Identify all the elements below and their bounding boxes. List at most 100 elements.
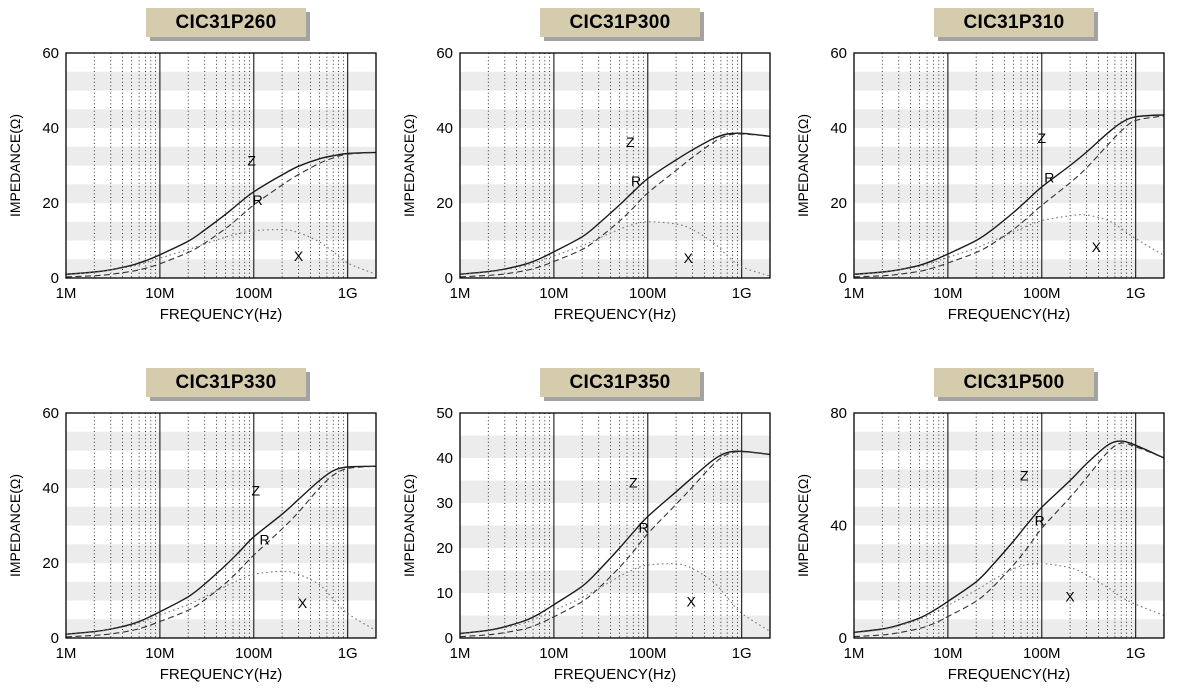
x-tick-label: 10M [933, 645, 962, 662]
plot-band [854, 619, 1164, 639]
series-label-x: X [684, 250, 694, 266]
x-tick-label: 10M [145, 285, 174, 302]
x-tick-label: 10M [539, 645, 568, 662]
y-axis-title: IMPEDANCE(Ω) [7, 114, 23, 217]
plot-band [66, 109, 376, 129]
curve-r [459, 451, 771, 638]
plot-band [66, 544, 376, 564]
impedance-chart-cic31p500: Z R X 0 40 80 1M 10M 100M 1G FREQUENCY(Hz) IMPEDANC… [795, 405, 1165, 683]
curve-r [853, 442, 1165, 638]
series-label-r: R [1035, 513, 1045, 529]
series-label-z: Z [1038, 130, 1047, 146]
x-tick-label: 1G [732, 645, 752, 662]
curve-x [853, 562, 1165, 634]
series-label-r: R [259, 531, 269, 547]
major-gridlines [947, 53, 1137, 278]
plot-band [854, 259, 1164, 279]
chart-cell-cic31p300: CIC31P300 Z R X 0 20 40 60 1M 10M 100M 1G FREQUENCY… [394, 8, 788, 328]
y-tick-label: 0 [51, 630, 59, 647]
curve-z [853, 114, 1165, 275]
plot-band [66, 146, 376, 166]
y-tick-label: 20 [830, 195, 847, 212]
impedance-chart-cic31p300: Z R X 0 20 40 60 1M 10M 100M 1G FREQUENCY(Hz) IMPEDA… [401, 45, 771, 323]
minor-gridlines [93, 53, 344, 278]
chart-title-row: CIC31P260 [0, 8, 394, 37]
series-label-x: X [1065, 588, 1075, 604]
chart-title: CIC31P300 [539, 8, 701, 37]
y-tick-label: 20 [436, 195, 453, 212]
series-label-z: Z [252, 483, 261, 499]
plot-band [854, 184, 1164, 204]
plot-band [66, 71, 376, 91]
x-tick-label: 10M [145, 645, 174, 662]
y-tick-label: 40 [436, 450, 453, 467]
minor-gridlines [487, 53, 738, 278]
series-label-x: X [1092, 239, 1102, 255]
y-tick-label: 60 [42, 405, 59, 422]
x-tick-label: 100M [629, 645, 667, 662]
plot-band [854, 109, 1164, 129]
x-tick-label: 100M [1023, 285, 1061, 302]
plot-band [66, 581, 376, 601]
plot-band [460, 615, 770, 638]
y-tick-label: 20 [42, 195, 59, 212]
plot-band [460, 109, 770, 129]
y-axis-title: IMPEDANCE(Ω) [401, 114, 417, 217]
plot-border [459, 412, 771, 639]
y-tick-label: 0 [839, 270, 847, 287]
x-axis-title: FREQUENCY(Hz) [948, 666, 1071, 683]
y-tick-label: 40 [436, 120, 453, 137]
plot-band [66, 259, 376, 279]
curve-z [65, 151, 377, 275]
minor-gridlines [881, 413, 1132, 638]
chart-cell-cic31p350: CIC31P350 Z R X 0 10 20 30 40 50 1M 10M 100M 1G FREQU… [394, 368, 788, 688]
curve-x [853, 214, 1165, 276]
series-label-r: R [631, 173, 641, 189]
series-label-x: X [294, 248, 304, 264]
x-axis-title: FREQUENCY(Hz) [554, 306, 677, 323]
y-tick-label: 0 [445, 630, 453, 647]
plot-band [854, 581, 1164, 601]
y-tick-label: 40 [830, 518, 847, 535]
plot-band [66, 506, 376, 526]
series-label-z: Z [1020, 468, 1029, 484]
chart-cell-cic31p260: CIC31P260 Z R X 0 20 40 60 1M 10M 100M 1G FREQUENCY… [0, 8, 394, 328]
plot-band [460, 525, 770, 548]
chart-title: CIC31P330 [145, 368, 307, 397]
x-tick-label: 100M [1023, 645, 1061, 662]
series-label-r: R [1044, 169, 1054, 185]
chart-title: CIC31P350 [539, 368, 701, 397]
plot-band [460, 146, 770, 166]
series-label-x: X [298, 595, 308, 611]
plot-band [854, 469, 1164, 489]
x-tick-label: 1M [450, 285, 471, 302]
chart-title-row: CIC31P500 [788, 368, 1182, 397]
curve-x [459, 563, 771, 635]
y-tick-label: 0 [51, 270, 59, 287]
x-tick-label: 1M [56, 285, 77, 302]
impedance-chart-cic31p330: Z R X 0 20 40 60 1M 10M 100M 1G FREQUENCY(Hz) IMPEDA… [7, 405, 377, 683]
plot-border [853, 412, 1165, 639]
curve-r [65, 465, 377, 638]
major-gridlines [553, 53, 743, 278]
plot-band [66, 184, 376, 204]
plot-band [854, 544, 1164, 564]
x-tick-label: 1M [450, 645, 471, 662]
series-label-z: Z [629, 474, 638, 490]
y-axis-title: IMPEDANCE(Ω) [7, 474, 23, 577]
y-axis-title: IMPEDANCE(Ω) [795, 474, 811, 577]
chart-title: CIC31P260 [145, 8, 307, 37]
chart-title-row: CIC31P300 [394, 8, 788, 37]
y-tick-label: 60 [830, 45, 847, 62]
plot-band [460, 435, 770, 458]
curve-x [65, 228, 377, 276]
chart-cell-cic31p330: CIC31P330 Z R X 0 20 40 60 1M 10M 100M 1G FREQUENCY… [0, 368, 394, 688]
x-tick-label: 100M [629, 285, 667, 302]
x-tick-label: 1M [844, 645, 865, 662]
x-tick-label: 1G [732, 285, 752, 302]
x-axis-title: FREQUENCY(Hz) [160, 306, 283, 323]
y-tick-label: 50 [436, 405, 453, 422]
y-tick-label: 0 [445, 270, 453, 287]
y-tick-label: 30 [436, 495, 453, 512]
